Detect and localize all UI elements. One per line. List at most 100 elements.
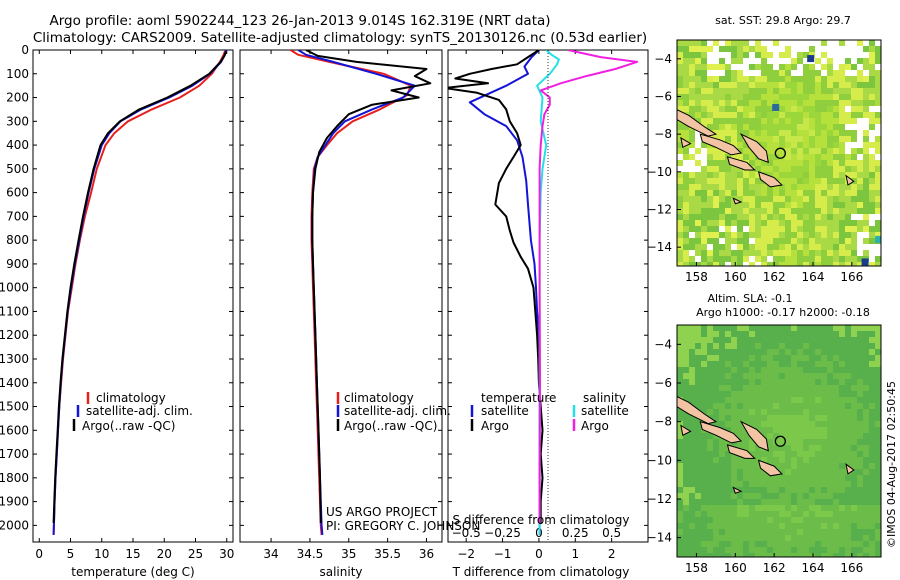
map-cell [731,208,738,215]
map-cell [815,469,822,476]
map-cell [677,451,684,458]
map-cell [827,511,834,518]
map-cell [815,94,822,101]
x-tick-label: 160 [724,561,747,575]
map-cell [827,361,834,368]
map-cell [803,535,810,542]
map-cell [719,256,726,263]
map-cell [869,58,876,65]
map-cell [677,547,684,554]
map-cell [695,76,702,83]
map-cell [713,76,720,83]
map-cell [707,82,714,89]
map-cell [725,403,732,410]
map-cell [695,172,702,179]
map-cell [797,481,804,488]
map-cell [821,463,828,470]
map-cell [863,397,870,404]
map-cell [737,343,744,350]
map-cell [839,529,846,536]
map-cell [791,325,798,332]
map-cell [827,202,834,209]
map-cell [833,373,840,380]
map-cell [683,124,690,131]
map-cell [833,433,840,440]
map-cell [785,547,792,554]
map-cell [725,373,732,380]
map-cell [845,439,852,446]
map-cell [833,64,840,71]
map-cell [725,511,732,518]
map-cell [737,391,744,398]
map-cell [815,433,822,440]
map-cell [797,52,804,59]
map-cell [737,427,744,434]
map-cell [743,487,750,494]
map-cell [809,88,816,95]
series-t-satellite [468,50,541,535]
map-cell [773,226,780,233]
map-cell [833,172,840,179]
map-cell [749,463,756,470]
map-cell [719,499,726,506]
map-cell [767,457,774,464]
map-cell [809,385,816,392]
map-cell [851,250,858,257]
map-cell [791,541,798,548]
map-cell [761,244,768,251]
map-cell [779,361,786,368]
map-cell [785,64,792,71]
map-cell [731,40,738,47]
map-cell [779,367,786,374]
map-cell [695,463,702,470]
map-cell [785,148,792,155]
map-cell [791,154,798,161]
map-cell [749,64,756,71]
map-cell [719,445,726,452]
map-cell [761,118,768,125]
map-cell [719,148,726,155]
map-cell [689,331,696,338]
map-cell [713,172,720,179]
map-cell [875,70,881,77]
map-cell [743,343,750,350]
map-cell [845,58,852,65]
map-cell [785,493,792,500]
map-cell [683,208,690,215]
map-cell [875,529,881,536]
map-cell [791,367,798,374]
map-cell [761,397,768,404]
map-cell [851,256,858,263]
map-cell [725,82,732,89]
map-cell [683,76,690,83]
map-cell [719,202,726,209]
map-cell [809,349,816,356]
map-cell [857,445,864,452]
map-cell [689,160,696,167]
y-tick-label: 1700 [0,447,29,461]
map-cell [755,196,762,203]
map-cell [689,166,696,173]
map-cell [761,499,768,506]
map-cell [809,355,816,362]
map-cell [797,64,804,71]
map-cell [815,343,822,350]
map-cell [785,178,792,185]
map-cell [683,355,690,362]
map-cell [791,529,798,536]
map-cell [707,94,714,101]
map-cell [749,535,756,542]
map-cell [743,148,750,155]
map-cell [761,529,768,536]
map-cell [689,343,696,350]
map-cell [695,46,702,53]
map-cell [875,250,881,257]
map-cell [833,88,840,95]
map-cell [755,349,762,356]
map-cell [677,325,684,332]
map-cell [869,457,876,464]
map-cell [743,367,750,374]
map-cell [839,70,846,77]
map-cell [797,439,804,446]
